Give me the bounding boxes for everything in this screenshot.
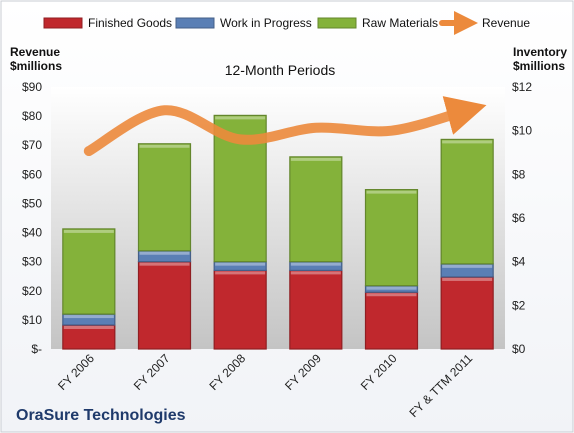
right-axis-title-line2: $millions [513, 59, 565, 73]
bar-highlight [63, 229, 114, 233]
bar-raw-materials [62, 228, 116, 315]
bar-raw-materials [440, 138, 494, 265]
right-tick-label: $6 [512, 211, 526, 225]
bar-highlight [139, 144, 190, 148]
bar-highlight [366, 286, 417, 290]
legend: Finished Goods Work in Progress Raw Materi… [43, 11, 530, 35]
legend-swatch-work-in-progress [175, 17, 215, 29]
bar-highlight [290, 271, 341, 275]
left-tick-label: $10 [22, 313, 42, 327]
left-tick-label: $80 [22, 109, 42, 123]
bar-highlight [442, 277, 493, 281]
bar-highlight [290, 157, 341, 161]
right-tick-label: $10 [512, 124, 532, 138]
right-axis-title-line1: Inventory [513, 45, 567, 59]
left-tick-label: $30 [22, 255, 42, 269]
legend-label: Finished Goods [88, 16, 172, 30]
bar-highlight [215, 271, 266, 275]
bar-finished-goods [137, 261, 192, 350]
bar-finished-goods [213, 269, 267, 350]
bar-highlight [139, 262, 190, 266]
bar-highlight [139, 251, 190, 255]
bar-raw-materials [137, 143, 192, 252]
right-tick-label: $2 [512, 298, 526, 312]
bar-highlight [366, 293, 417, 297]
left-tick-label: $60 [22, 167, 42, 181]
bar-raw-materials [289, 156, 343, 263]
left-tick-label: $70 [22, 138, 42, 152]
revenue-line [83, 96, 487, 157]
bar-highlight [63, 315, 114, 319]
company-name: OraSure Technologies [16, 407, 186, 424]
bar-highlight [63, 325, 114, 329]
bar-highlight [442, 140, 493, 144]
revenue-series-line [83, 96, 487, 157]
bar-finished-goods [289, 269, 343, 350]
bar-finished-goods [62, 324, 116, 350]
legend-label: Raw Materials [362, 16, 438, 30]
bar-highlight [290, 262, 341, 266]
left-tick-label: $- [31, 342, 42, 356]
bar-highlight [215, 116, 266, 120]
legend-label: Revenue [482, 16, 530, 30]
right-axis-ticks: $0 $2 $4 $6 $8 $10 $12 [512, 80, 532, 356]
left-tick-label: $90 [22, 80, 42, 94]
right-tick-label: $12 [512, 80, 532, 94]
bar-finished-goods [364, 291, 419, 350]
bar-highlight [442, 264, 493, 268]
right-tick-label: $4 [512, 255, 526, 269]
left-tick-label: $40 [22, 226, 42, 240]
bars [62, 114, 494, 350]
bar-highlight [366, 190, 417, 194]
left-axis-ticks: $- $10 $20 $30 $40 $50 $60 $70 $80 $90 [22, 80, 42, 356]
bar-finished-goods [440, 276, 494, 350]
bar-raw-materials [364, 189, 419, 287]
legend-label: Work in Progress [220, 16, 312, 30]
chart-title: 12-Month Periods [225, 62, 336, 78]
bar-highlight [215, 262, 266, 266]
left-tick-label: $50 [22, 196, 42, 210]
right-tick-label: $8 [512, 167, 526, 181]
left-axis-title-line1: Revenue [10, 45, 60, 59]
right-tick-label: $0 [512, 342, 526, 356]
left-tick-label: $20 [22, 284, 42, 298]
legend-swatch-finished-goods [43, 17, 83, 29]
left-axis-title-line2: $millions [10, 59, 62, 73]
legend-swatch-raw-materials [317, 17, 357, 29]
